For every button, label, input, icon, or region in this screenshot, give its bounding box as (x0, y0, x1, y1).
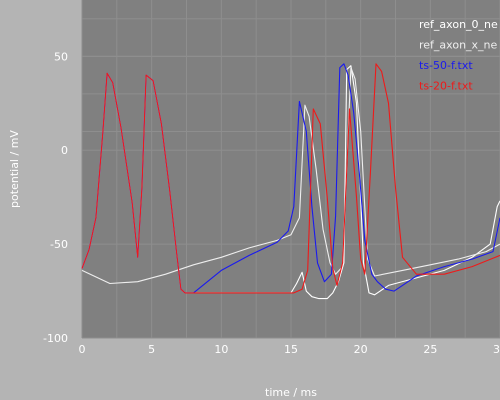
x-tick-label: 10 (214, 343, 228, 356)
x-tick-label: 15 (284, 343, 298, 356)
legend-entry-3: ts-20-f.txt (419, 80, 473, 93)
y-tick-label: 50 (54, 50, 68, 63)
series-line-3 (81, 63, 500, 294)
y-tick-label: -50 (50, 238, 68, 251)
x-tick-label: 25 (423, 343, 437, 356)
grid (81, 0, 500, 339)
series-line-1 (81, 67, 500, 285)
series-layer (81, 63, 500, 300)
y-axis-label: potential / mV (8, 130, 21, 208)
x-axis-label: time / ms (265, 386, 317, 399)
y-tick-label: -100 (43, 332, 68, 345)
x-tick-label: 20 (354, 343, 368, 356)
x-tick-label: 30 (493, 343, 500, 356)
x-tick-label: 5 (148, 343, 155, 356)
legend: ref_axon_0_ne ref_axon_x_ne ts-50-f.txt ts-… (419, 18, 498, 93)
legend-entry-2: ts-50-f.txt (419, 59, 473, 72)
tick-labels: 0 5 10 15 20 25 30 50 0 -50 -100 (43, 50, 500, 356)
legend-entry-0: ref_axon_0_ne (419, 18, 498, 31)
y-tick-label: 0 (61, 144, 68, 157)
legend-entry-1: ref_axon_x_ne (419, 39, 498, 52)
x-tick-label: 0 (79, 343, 86, 356)
